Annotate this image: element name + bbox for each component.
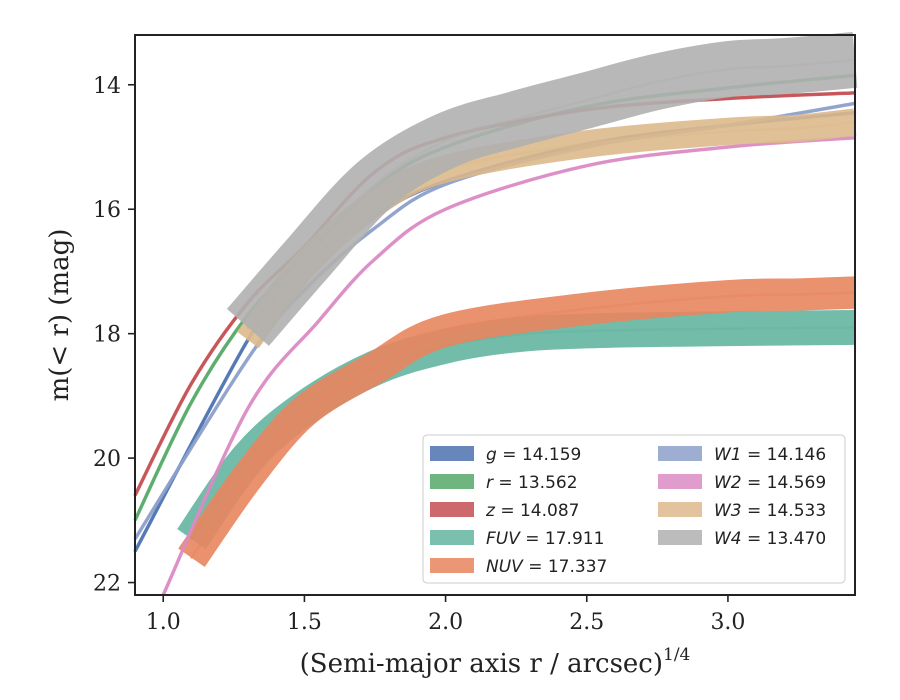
legend-label-W1: W1 = 14.146 [714, 445, 826, 465]
legend-label-W3: W3 = 14.533 [714, 501, 826, 521]
legend-label-W4: W4 = 13.470 [714, 529, 826, 549]
legend-swatch-z [430, 502, 474, 517]
legend-label-z: z = 14.087 [485, 501, 579, 521]
x-tick-label: 2.5 [569, 610, 604, 635]
legend-series-name: W2 [714, 473, 742, 493]
x-axis-ticks: 1.0 1.5 2.0 2.5 3.0 [146, 595, 745, 635]
legend-series-value: = 13.562 [493, 473, 578, 493]
legend-series-name: NUV [486, 557, 524, 577]
y-tick-label: 22 [93, 572, 121, 597]
legend-series-name: g [486, 445, 497, 465]
legend-series-value: = 14.159 [497, 445, 582, 465]
legend-series-value: = 17.911 [520, 529, 605, 549]
legend-series-value: = 13.470 [742, 529, 827, 549]
legend-swatch-g [430, 446, 474, 461]
plot-frame [134, 34, 856, 596]
y-axis-ticks: 14 16 18 20 22 [93, 74, 135, 597]
x-axis-label-superscript: 1/4 [663, 645, 690, 665]
x-tick-label: 1.5 [287, 610, 322, 635]
legend-series-value: = 14.533 [742, 501, 827, 521]
legend-swatch-W4 [658, 530, 702, 545]
legend-series-value: = 14.569 [742, 473, 827, 493]
legend-series-value: = 14.087 [495, 501, 580, 521]
x-axis-label: (Semi-major axis r / arcsec)1/4 [300, 645, 691, 679]
series-band-NUV [178, 276, 856, 567]
legend-swatch-W1 [658, 446, 702, 461]
legend-series-name: W3 [714, 501, 742, 521]
legend-label-W2: W2 = 14.569 [714, 473, 826, 493]
series-band-W4 [226, 32, 858, 346]
y-axis-label: m(< r) (mag) [45, 229, 75, 402]
legend-label-r: r = 13.562 [486, 473, 578, 493]
legend-swatch-FUV [430, 530, 474, 545]
y-tick-label: 18 [93, 323, 121, 348]
y-tick-label: 20 [93, 447, 121, 472]
legend-swatch-W3 [658, 502, 702, 517]
y-tick-label: 14 [93, 74, 121, 99]
legend-series-name: W1 [714, 445, 742, 465]
legend-series-value: = 17.337 [523, 557, 608, 577]
legend-series-name: z [485, 501, 496, 521]
x-tick-label: 2.0 [428, 610, 463, 635]
x-tick-label: 3.0 [710, 610, 745, 635]
legend-swatch-NUV [430, 558, 474, 573]
legend-label-FUV: FUV = 17.911 [486, 529, 604, 549]
x-tick-label: 1.0 [146, 610, 181, 635]
legend-swatch-r [430, 474, 474, 489]
series-band-W2 [161, 135, 856, 596]
legend-series-name: FUV [486, 529, 521, 549]
legend-series-value: = 14.146 [742, 445, 827, 465]
legend-series-name: r [486, 473, 494, 493]
legend-label-g: g = 14.159 [486, 445, 581, 465]
curves-layer [133, 32, 858, 597]
y-tick-label: 16 [93, 198, 121, 223]
legend-label-NUV: NUV = 17.337 [486, 557, 607, 577]
legend-box [422, 434, 846, 584]
legend-series-name: W4 [714, 529, 742, 549]
legend-swatch-W2 [658, 474, 702, 489]
